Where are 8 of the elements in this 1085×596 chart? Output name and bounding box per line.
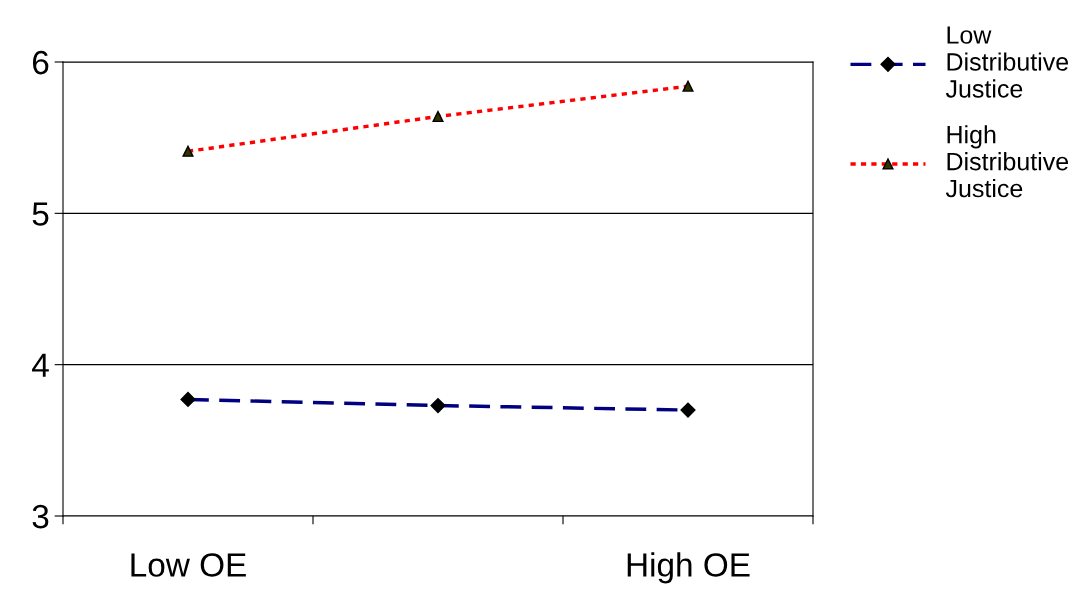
y-tick-label: 6 <box>32 50 49 75</box>
y-tick-label: 3 <box>32 504 49 529</box>
y-tick-label: 4 <box>32 353 49 377</box>
x-tick-label: Low OE <box>131 553 246 577</box>
legend-label: High Distributive Justice <box>945 125 1069 198</box>
x-tick-label: High OE <box>627 552 750 584</box>
y-tick-label: 5 <box>32 202 49 226</box>
legend-label: Low Distributive Justice <box>945 26 1069 98</box>
